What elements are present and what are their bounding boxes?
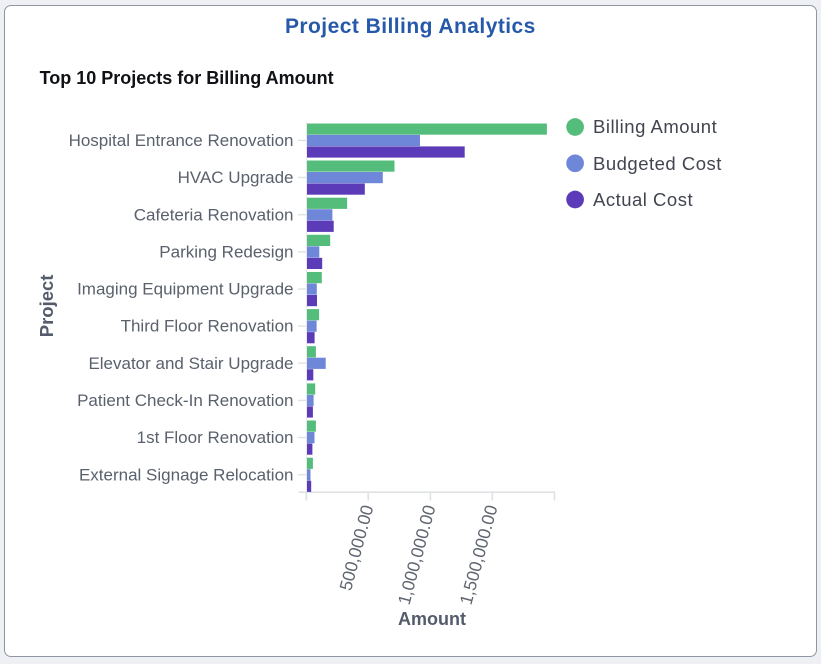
svg-text:Billing Amount: Billing Amount — [593, 116, 717, 137]
svg-text:HVAC Upgrade: HVAC Upgrade — [178, 168, 294, 187]
svg-text:Elevator and Stair Upgrade: Elevator and Stair Upgrade — [88, 354, 293, 373]
svg-text:Patient Check-In Renovation: Patient Check-In Renovation — [77, 391, 293, 410]
svg-text:1st Floor Renovation: 1st Floor Renovation — [137, 428, 294, 447]
svg-text:Budgeted Cost: Budgeted Cost — [593, 153, 722, 174]
svg-text:Cafeteria Renovation: Cafeteria Renovation — [134, 205, 294, 224]
svg-text:1,000,000.00: 1,000,000.00 — [394, 503, 440, 607]
svg-text:Amount: Amount — [398, 609, 466, 629]
svg-text:Project Billing Analytics: Project Billing Analytics — [285, 15, 536, 38]
svg-text:Project: Project — [36, 275, 57, 338]
svg-text:1,500,000.00: 1,500,000.00 — [456, 503, 502, 607]
svg-text:Third Floor Renovation: Third Floor Renovation — [121, 317, 294, 336]
svg-text:Parking Redesign: Parking Redesign — [159, 242, 293, 261]
svg-text:Imaging Equipment Upgrade: Imaging Equipment Upgrade — [77, 280, 293, 299]
svg-text:Actual Cost: Actual Cost — [593, 189, 693, 210]
svg-text:500,000.00: 500,000.00 — [335, 503, 377, 593]
svg-text:Top 10 Projects for Billing Am: Top 10 Projects for Billing Amount — [40, 68, 334, 88]
svg-text:Hospital Entrance Renovation: Hospital Entrance Renovation — [69, 131, 294, 150]
svg-text:External Signage Relocation: External Signage Relocation — [79, 465, 294, 484]
